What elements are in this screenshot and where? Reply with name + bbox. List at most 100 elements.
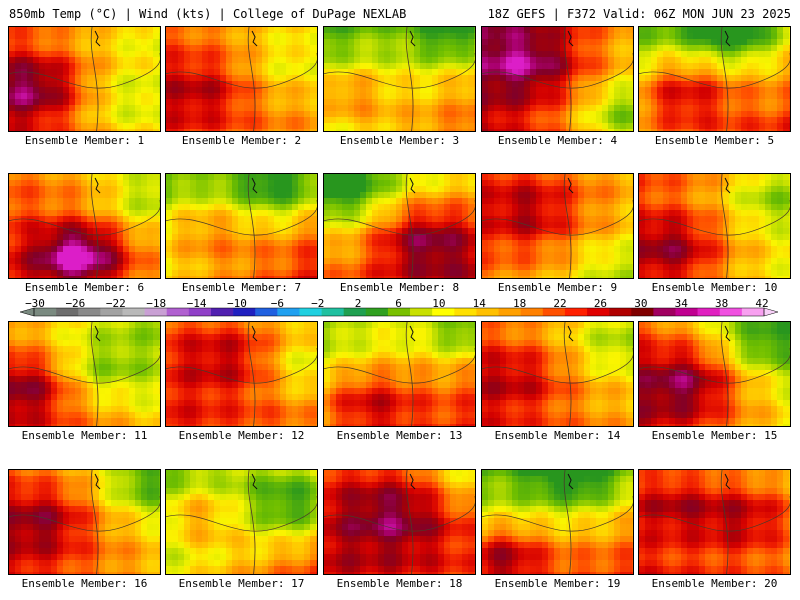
ensemble-member-map bbox=[323, 469, 476, 575]
temperature-field bbox=[482, 174, 633, 278]
temperature-field bbox=[482, 27, 633, 131]
colorbar-tick: 10 bbox=[432, 297, 446, 310]
coastline bbox=[724, 177, 731, 194]
contour-line bbox=[247, 174, 256, 278]
ensemble-member-map bbox=[165, 321, 318, 427]
colorbar-swatch bbox=[277, 308, 300, 316]
temperature-field bbox=[482, 322, 633, 426]
colorbar-swatch bbox=[410, 308, 433, 316]
colorbar-swatch bbox=[34, 308, 57, 316]
colorbar-swatch bbox=[631, 308, 654, 316]
colorbar-swatch bbox=[144, 308, 168, 316]
temperature-field bbox=[324, 322, 475, 426]
colorbar-tick: −14 bbox=[186, 297, 207, 310]
coastline bbox=[251, 325, 258, 342]
contour-line bbox=[405, 174, 414, 278]
coastline bbox=[724, 30, 731, 47]
colorbar-swatch bbox=[587, 308, 610, 316]
contour-line bbox=[166, 200, 317, 236]
contour-line bbox=[9, 348, 160, 384]
colorbar-swatch bbox=[719, 308, 743, 316]
coastline bbox=[409, 177, 416, 194]
colorbar-swatch bbox=[741, 308, 765, 316]
member-caption: Ensemble Member: 19 bbox=[494, 577, 621, 590]
member-caption: Ensemble Member: 10 bbox=[651, 281, 778, 294]
ensemble-member-map bbox=[165, 469, 318, 575]
colorbar-tick: 26 bbox=[593, 297, 608, 310]
contour-line bbox=[720, 470, 729, 574]
contour-line bbox=[9, 200, 160, 236]
member-caption: Ensemble Member: 14 bbox=[494, 429, 621, 442]
coastline bbox=[94, 473, 101, 490]
ensemble-member-map bbox=[8, 173, 161, 279]
contour-line bbox=[720, 27, 729, 131]
colorbar-swatch bbox=[166, 308, 190, 316]
colorbar-swatch bbox=[520, 308, 544, 316]
colorbar-tick: 38 bbox=[714, 297, 729, 310]
ensemble-member-map bbox=[481, 26, 634, 132]
ensemble-member-map bbox=[481, 173, 634, 279]
colorbar-swatch bbox=[564, 308, 588, 316]
member-caption: Ensemble Member: 2 bbox=[181, 134, 302, 147]
contour-line bbox=[405, 27, 414, 131]
contour-line bbox=[639, 53, 790, 89]
contour-line bbox=[720, 174, 729, 278]
colorbar-swatch bbox=[122, 308, 145, 316]
contour-line bbox=[9, 53, 160, 89]
colorbar-swatch bbox=[343, 308, 367, 316]
colorbar-swatch bbox=[498, 308, 521, 316]
coastline bbox=[409, 30, 416, 47]
temperature-field bbox=[166, 27, 317, 131]
colorbar-tick: 14 bbox=[472, 297, 486, 310]
colorbar-swatch bbox=[609, 308, 632, 316]
colorbar-swatch bbox=[188, 308, 212, 316]
temperature-field bbox=[324, 27, 475, 131]
colorbar-swatch bbox=[653, 308, 676, 316]
temperature-field bbox=[324, 174, 475, 278]
contour-line bbox=[324, 53, 475, 89]
member-caption: Ensemble Member: 4 bbox=[497, 134, 618, 147]
contour-line bbox=[90, 27, 99, 131]
colorbar-swatch bbox=[675, 308, 698, 316]
colorbar-tick: 34 bbox=[674, 297, 688, 310]
ensemble-member-map bbox=[323, 26, 476, 132]
ensemble-member-map bbox=[638, 469, 791, 575]
colorbar-swatch bbox=[78, 308, 101, 316]
member-caption: Ensemble Member: 17 bbox=[178, 577, 305, 590]
colorbar-swatch bbox=[321, 308, 344, 316]
contour-line bbox=[166, 348, 317, 384]
ensemble-member-map bbox=[638, 321, 791, 427]
ensemble-member-map bbox=[8, 26, 161, 132]
member-caption: Ensemble Member: 15 bbox=[651, 429, 778, 442]
ensemble-member-map bbox=[8, 321, 161, 427]
colorbar-tick: −22 bbox=[105, 297, 126, 310]
model-run-info: 18Z GEFS | F372 Valid: 06Z MON JUN 23 20… bbox=[487, 7, 791, 21]
contour-line bbox=[639, 496, 790, 532]
ensemble-member-map bbox=[638, 173, 791, 279]
contour-line bbox=[563, 470, 572, 574]
contour-line bbox=[324, 496, 475, 532]
member-caption: Ensemble Member: 20 bbox=[651, 577, 778, 590]
contour-line bbox=[482, 200, 633, 236]
colorbar-tick: −26 bbox=[65, 297, 86, 310]
contour-line bbox=[563, 174, 572, 278]
ensemble-member-map bbox=[323, 321, 476, 427]
colorbar-tick: −30 bbox=[25, 297, 45, 310]
colorbar-tick: 42 bbox=[755, 297, 769, 310]
coastline bbox=[567, 177, 574, 194]
member-caption: Ensemble Member: 18 bbox=[336, 577, 463, 590]
contour-line bbox=[90, 470, 99, 574]
member-caption: Ensemble Member: 9 bbox=[497, 281, 618, 294]
coastline bbox=[94, 177, 101, 194]
coastline bbox=[409, 325, 416, 342]
colorbar-swatch bbox=[56, 308, 79, 316]
ensemble-member-map bbox=[8, 469, 161, 575]
coastline bbox=[567, 473, 574, 490]
colorbar-swatch bbox=[697, 308, 721, 316]
temperature-field bbox=[166, 174, 317, 278]
colorbar-swatch bbox=[476, 308, 499, 316]
contour-line bbox=[563, 27, 572, 131]
contour-line bbox=[482, 53, 633, 89]
contour-line bbox=[90, 322, 99, 426]
colorbar-tick: −2 bbox=[311, 297, 325, 310]
